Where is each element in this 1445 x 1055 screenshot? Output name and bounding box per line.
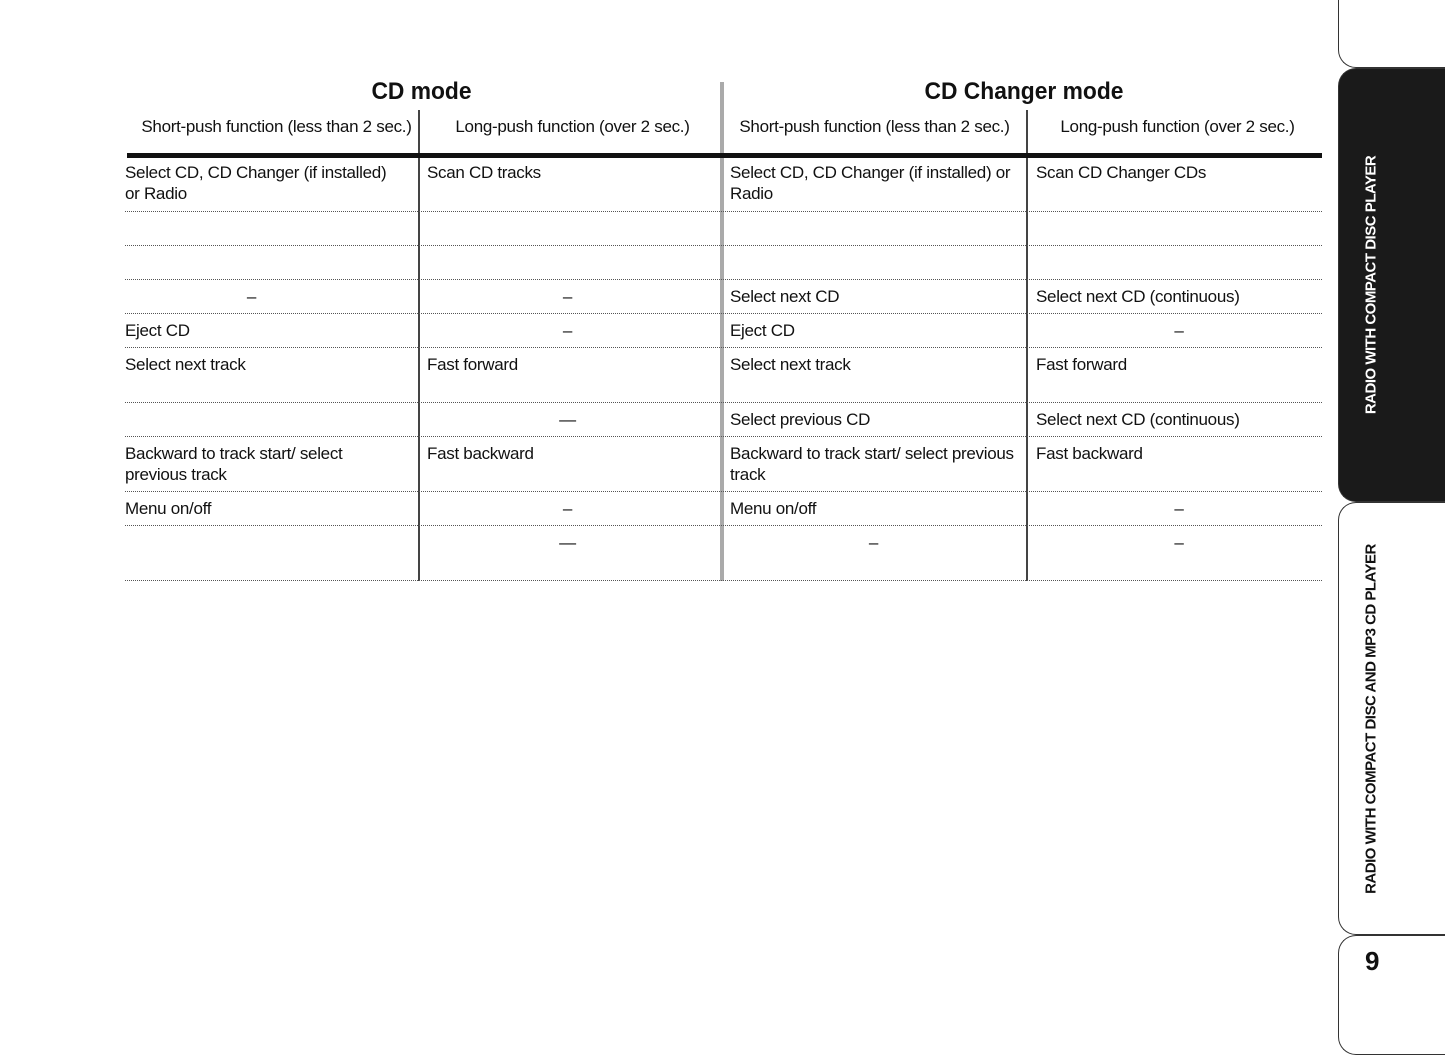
table-row: Select CD, CD Changer (if installed) or …: [125, 156, 1322, 212]
table-cell: Select CD, CD Changer (if installed) or …: [125, 163, 387, 203]
side-tab-label: RADIO WITH COMPACT DISC PLAYER: [1362, 155, 1379, 415]
table-cell: —: [559, 410, 576, 429]
table-cell: Fast forward: [1036, 355, 1127, 374]
table-row: Menu on/off – Menu on/off –: [125, 492, 1322, 526]
cd-mode-title: CD mode: [371, 78, 472, 105]
table-cell: —: [559, 533, 576, 552]
table-cell: Select previous CD: [730, 410, 871, 429]
table-cell: Select next CD: [730, 287, 840, 306]
table-cell: Select next track: [125, 355, 246, 374]
table-row: [125, 246, 1322, 280]
table-cell: –: [868, 533, 879, 552]
table-cell: Scan CD tracks: [427, 163, 541, 182]
table-cell: Fast backward: [1036, 444, 1143, 463]
table-cell: Fast forward: [427, 355, 518, 374]
side-tab-radio-cd[interactable]: RADIO WITH COMPACT DISC PLAYER: [1338, 68, 1445, 502]
table-row: Select next track Fast forward Select next…: [125, 348, 1322, 403]
table-cell: –: [562, 499, 573, 518]
cd-changer-mode-title: CD Changer mode: [924, 78, 1124, 105]
table-cell: Eject CD: [125, 321, 190, 340]
table-row: — Select previous CD Select next CD (conti…: [125, 403, 1322, 437]
table-cell: –: [246, 287, 257, 306]
table-cell: –: [1174, 321, 1184, 340]
header-rule: [127, 153, 1322, 158]
table-cell: Menu on/off: [125, 499, 212, 518]
side-tab-top[interactable]: [1338, 0, 1445, 68]
table-row: — – –: [125, 526, 1322, 581]
col-header-changer-long: Long-push function (over 2 sec.): [1060, 117, 1295, 136]
table-row: [125, 212, 1322, 246]
side-tab-radio-mp3[interactable]: RADIO WITH COMPACT DISC AND MP3 CD PLAYE…: [1338, 502, 1445, 935]
table-cell: Select next CD (continuous): [1036, 287, 1240, 306]
table-cell: Fast backward: [427, 444, 534, 463]
table-cell: Select CD, CD Changer (if installed) or …: [730, 163, 1011, 203]
table-cell: –: [1174, 533, 1184, 552]
mode-divider: [720, 82, 724, 581]
col-header-changer-short: Short-push function (less than 2 sec.): [739, 117, 1010, 136]
table-row: Backward to track start/ select previous…: [125, 437, 1322, 492]
table-cell: Scan CD Changer CDs: [1036, 163, 1207, 182]
table-cell: –: [562, 321, 573, 340]
column-divider: [418, 110, 420, 581]
side-tab-label: RADIO WITH COMPACT DISC AND MP3 CD PLAYE…: [1362, 543, 1379, 894]
table-cell: Menu on/off: [730, 499, 817, 518]
column-divider: [1026, 110, 1028, 581]
col-header-cd-long: Long-push function (over 2 sec.): [455, 117, 690, 136]
table-cell: –: [1174, 499, 1184, 518]
table-cell: Eject CD: [730, 321, 795, 340]
table-row: – – Select next CD Select next CD (continuo…: [125, 280, 1322, 314]
table-cell: Select next CD (continuous): [1036, 410, 1240, 429]
table-cell: Backward to track start/ select previous…: [125, 444, 343, 484]
col-header-cd-short: Short-push function (less than 2 sec.): [141, 117, 412, 136]
page-number: 9: [1365, 946, 1380, 976]
table-row: Eject CD – Eject CD –: [125, 314, 1322, 348]
table-cell: Select next track: [730, 355, 851, 374]
page-number-tab: 9: [1338, 935, 1445, 1055]
table-cell: Backward to track start/ select previous…: [730, 444, 1014, 484]
table-cell: –: [562, 287, 573, 306]
